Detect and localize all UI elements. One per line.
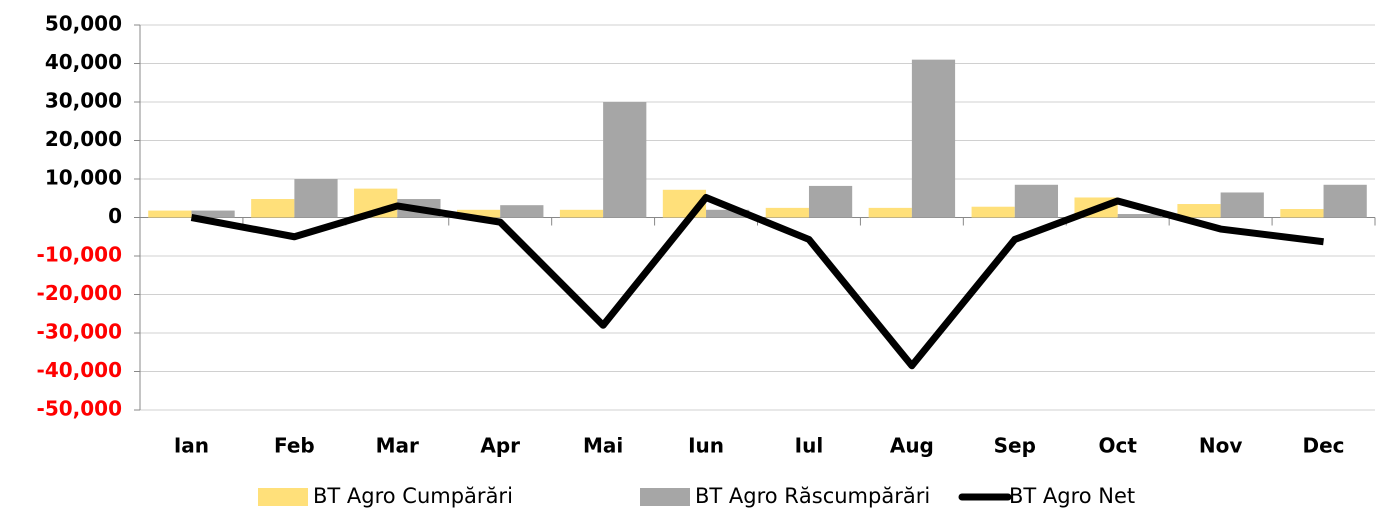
x-tick-label: Aug <box>890 434 934 458</box>
x-tick-label: Nov <box>1199 434 1243 458</box>
bar <box>1177 204 1221 218</box>
bar <box>191 210 235 218</box>
y-tick-label: -30,000 <box>37 320 122 344</box>
x-tick-label: Dec <box>1303 434 1345 458</box>
x-tick-label: Mai <box>583 434 623 458</box>
bar <box>1280 209 1324 218</box>
legend-label: BT Agro Răscumpărări <box>695 484 930 508</box>
x-tick-label: Mar <box>376 434 419 458</box>
bar <box>1323 184 1367 218</box>
line <box>190 193 1324 370</box>
bar <box>911 59 956 218</box>
y-tick-label: 50,000 <box>45 12 122 36</box>
bar <box>1220 192 1264 218</box>
y-tick-label: 10,000 <box>45 166 122 190</box>
x-tick-label: Ian <box>174 434 209 458</box>
bar <box>868 207 912 218</box>
x-tick-label: Feb <box>274 434 315 458</box>
y-tick-label: 30,000 <box>45 89 122 113</box>
bar <box>603 102 647 218</box>
legend-swatch <box>258 488 308 506</box>
bar <box>1014 184 1059 218</box>
legend-swatch <box>640 488 690 506</box>
y-tick-label: -20,000 <box>37 281 122 305</box>
bar <box>971 206 1015 218</box>
bar <box>251 199 295 218</box>
x-tick-label: Iun <box>688 434 724 458</box>
y-tick-label: 20,000 <box>45 127 122 151</box>
y-tick-label: -50,000 <box>37 397 122 421</box>
bar <box>456 209 501 218</box>
bar <box>765 207 809 218</box>
bar <box>294 179 338 218</box>
y-tick-label: -10,000 <box>37 243 122 267</box>
y-tick-label: -40,000 <box>37 358 122 382</box>
x-tick-label: Iul <box>795 434 824 458</box>
legend-label: BT Agro Net <box>1009 484 1135 508</box>
bar <box>808 185 853 218</box>
bar <box>706 209 750 218</box>
x-tick-label: Apr <box>480 434 520 458</box>
y-tick-label: 40,000 <box>45 50 122 74</box>
x-tick-label: Oct <box>1098 434 1137 458</box>
bar <box>500 205 544 218</box>
x-tick-label: Sep <box>994 434 1036 458</box>
bar <box>148 210 192 218</box>
legend-label: BT Agro Cumpărări <box>313 484 513 508</box>
bar <box>559 209 604 218</box>
y-tick-label: 0 <box>108 204 122 228</box>
bar <box>1117 214 1161 218</box>
